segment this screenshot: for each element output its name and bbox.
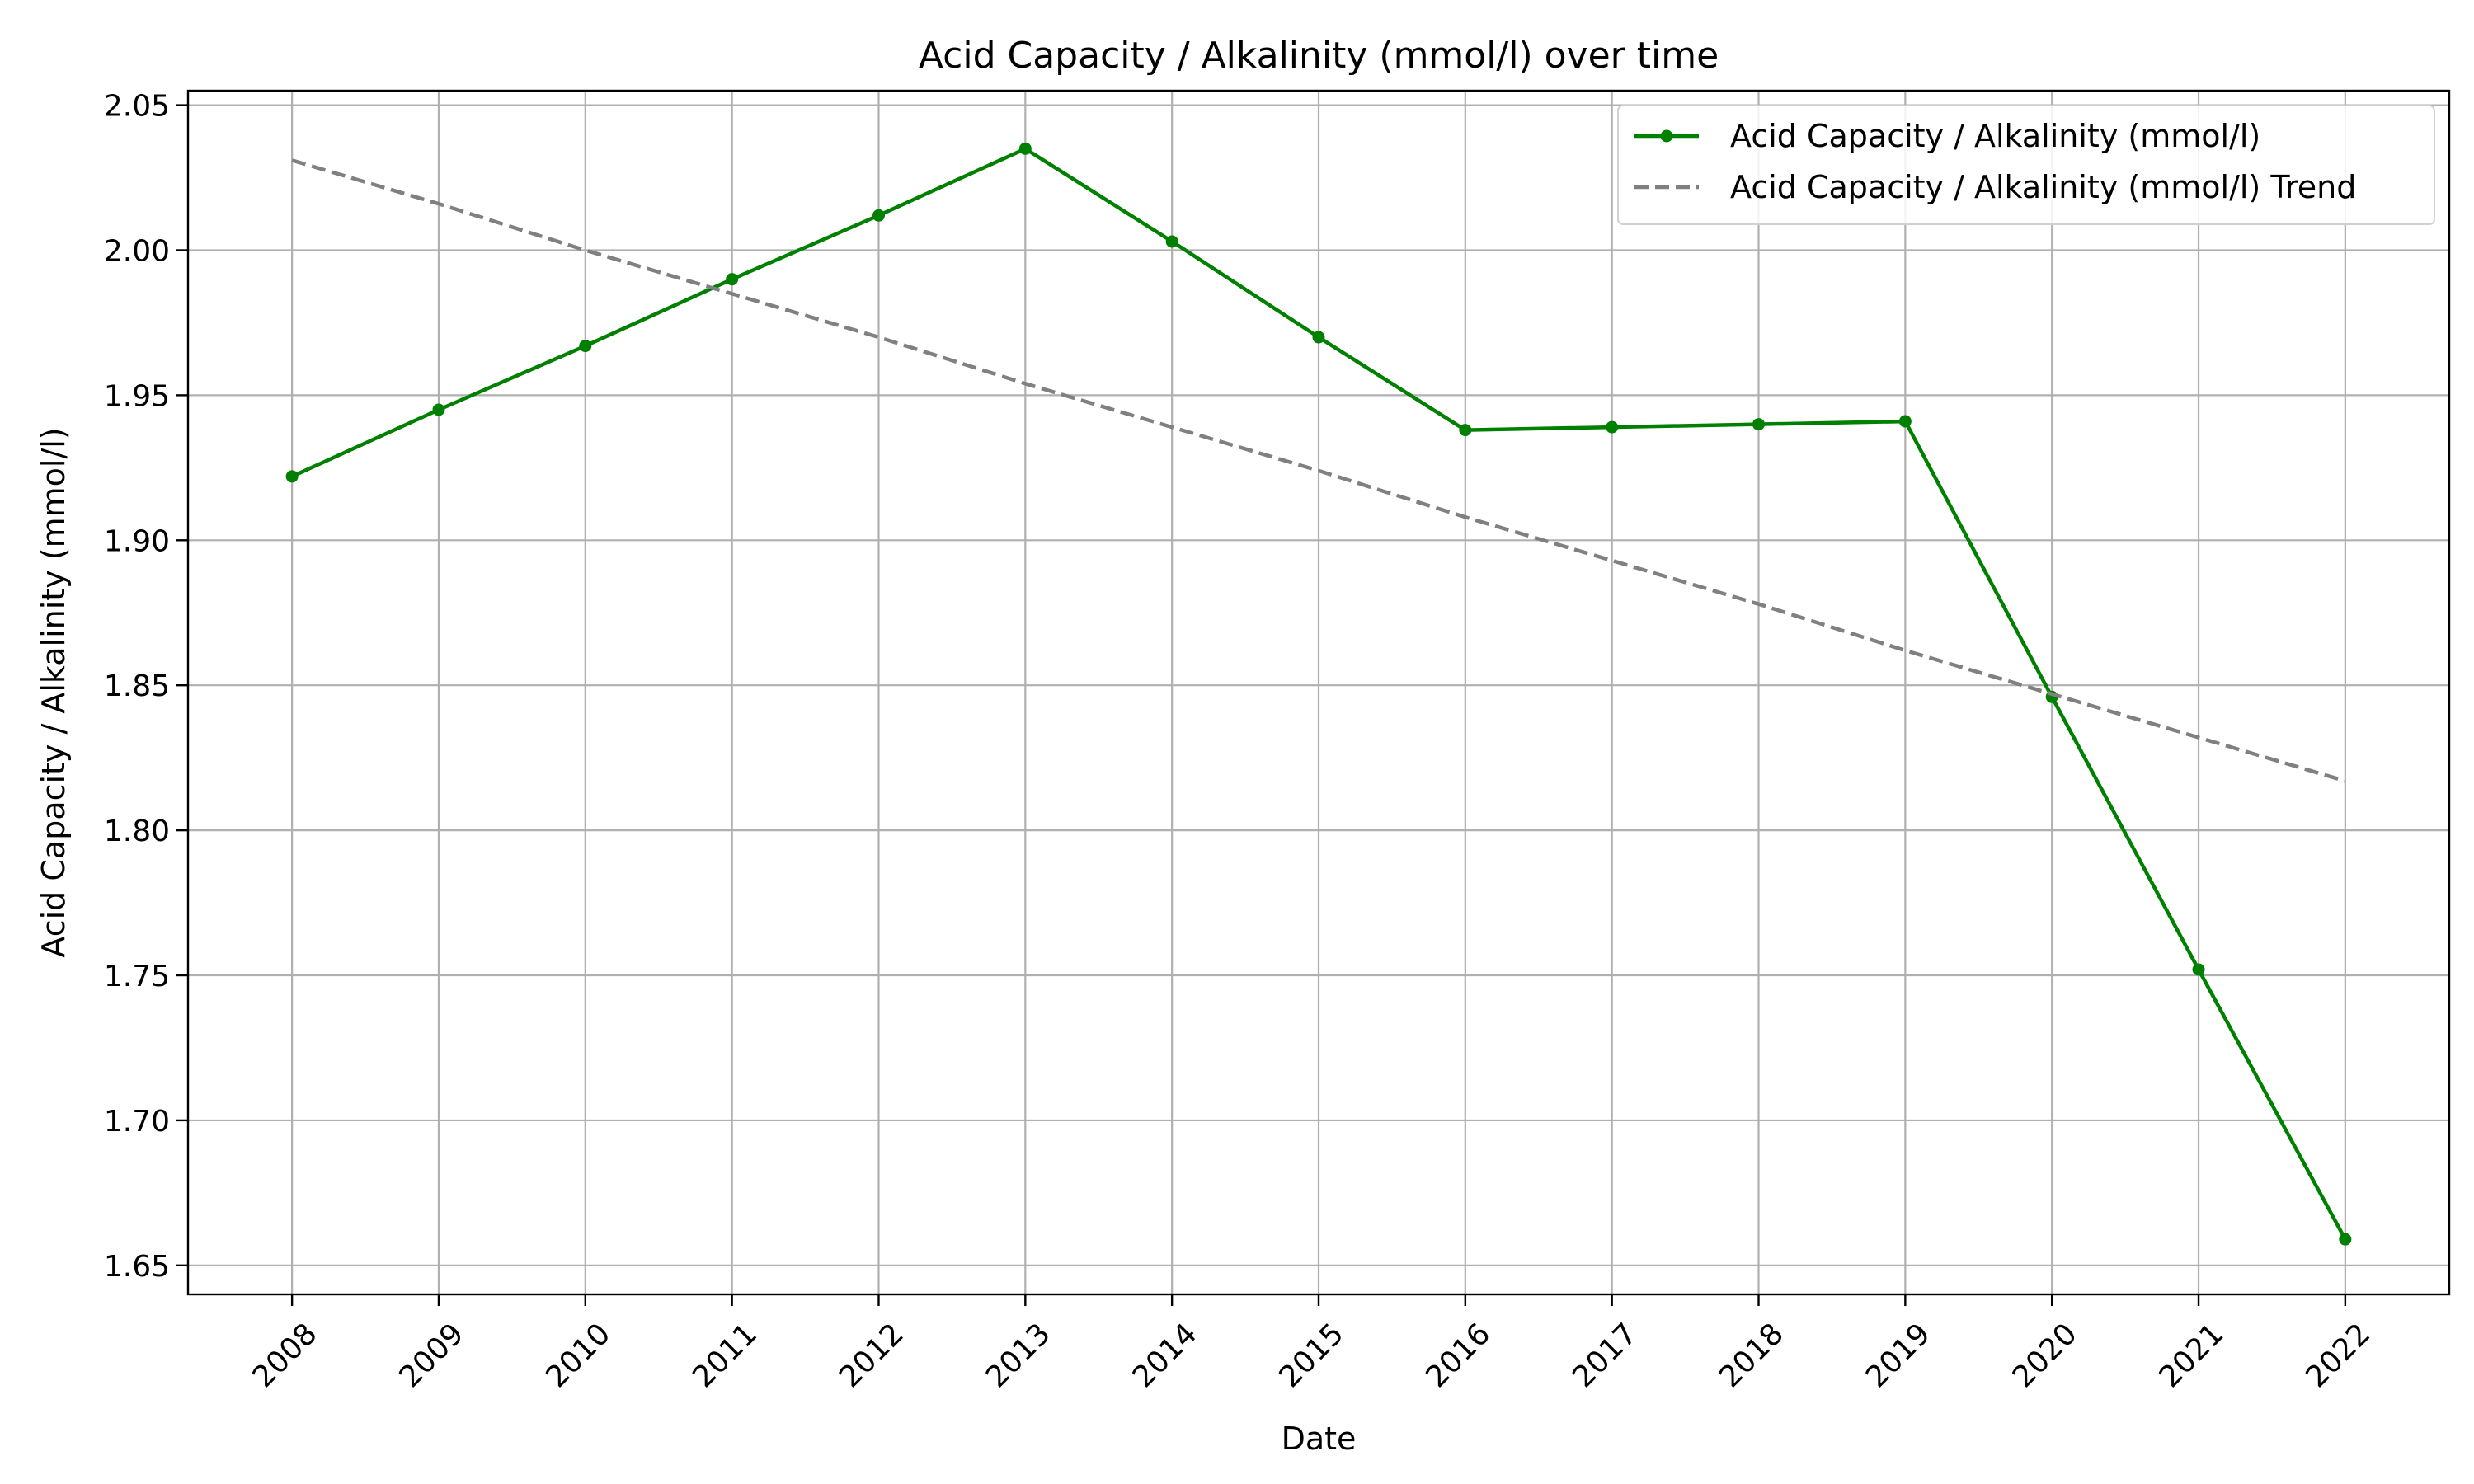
y-axis-label: Acid Capacity / Alkalinity (mmol/l) xyxy=(35,427,72,957)
y-tick-label: 1.95 xyxy=(104,379,170,413)
x-tick-label: 2017 xyxy=(1566,1317,1644,1394)
data-point xyxy=(2339,1233,2352,1246)
data-point xyxy=(1752,418,1766,431)
data-point xyxy=(2192,963,2205,976)
legend-entries: Acid Capacity / Alkalinity (mmol/l) Acid … xyxy=(1634,118,2356,205)
legend-label: Acid Capacity / Alkalinity (mmol/l) Tren… xyxy=(1730,169,2356,205)
x-tick-label: 2012 xyxy=(833,1317,910,1394)
series-layer xyxy=(285,142,2352,1246)
data-point xyxy=(1312,331,1325,344)
x-tick-label: 2008 xyxy=(247,1317,324,1394)
data-point xyxy=(579,340,592,353)
legend-label: Acid Capacity / Alkalinity (mmol/l) xyxy=(1730,118,2260,154)
data-point xyxy=(726,273,739,286)
x-tick-label: 2021 xyxy=(2153,1317,2231,1394)
x-tick-label: 2016 xyxy=(1420,1317,1498,1394)
data-point xyxy=(872,209,885,222)
x-tick-label: 2014 xyxy=(1126,1317,1204,1394)
y-tick-label: 1.70 xyxy=(104,1105,170,1139)
x-tick-label: 2011 xyxy=(686,1317,764,1394)
x-tick-label: 2020 xyxy=(2006,1317,2084,1394)
x-tick-label: 2013 xyxy=(980,1317,1057,1394)
legend-marker xyxy=(1660,129,1673,143)
data-point xyxy=(1898,415,1912,428)
data-point xyxy=(285,470,299,483)
chart-title: Acid Capacity / Alkalinity (mmol/l) over… xyxy=(919,35,1719,77)
x-tick-label: 2019 xyxy=(1860,1317,1937,1394)
x-tick-label: 2022 xyxy=(2300,1317,2378,1394)
data-point xyxy=(1165,235,1178,248)
legend: Acid Capacity / Alkalinity (mmol/l) Acid … xyxy=(1617,105,2435,225)
y-tick-label: 1.65 xyxy=(104,1250,170,1284)
data-point xyxy=(1018,142,1032,155)
data-point xyxy=(432,403,445,416)
data-point xyxy=(1606,420,1619,434)
y-tick-label: 1.85 xyxy=(104,669,170,703)
y-tick-label: 2.00 xyxy=(104,234,170,268)
data-point xyxy=(1459,424,1472,437)
y-tick-label: 1.90 xyxy=(104,524,170,558)
legend-box xyxy=(1617,105,2435,225)
y-tick-label: 1.75 xyxy=(104,960,170,993)
y-tick-label: 1.80 xyxy=(104,815,170,848)
x-tick-label: 2015 xyxy=(1273,1317,1351,1394)
trend-line xyxy=(291,158,2346,783)
x-tick-label: 2010 xyxy=(539,1317,617,1394)
y-tick-label: 2.05 xyxy=(104,90,170,124)
x-axis-label: Date xyxy=(1282,1421,1357,1457)
grid xyxy=(188,91,2449,1294)
x-tick-label: 2018 xyxy=(1713,1317,1790,1394)
x-tick-label: 2009 xyxy=(393,1317,471,1394)
